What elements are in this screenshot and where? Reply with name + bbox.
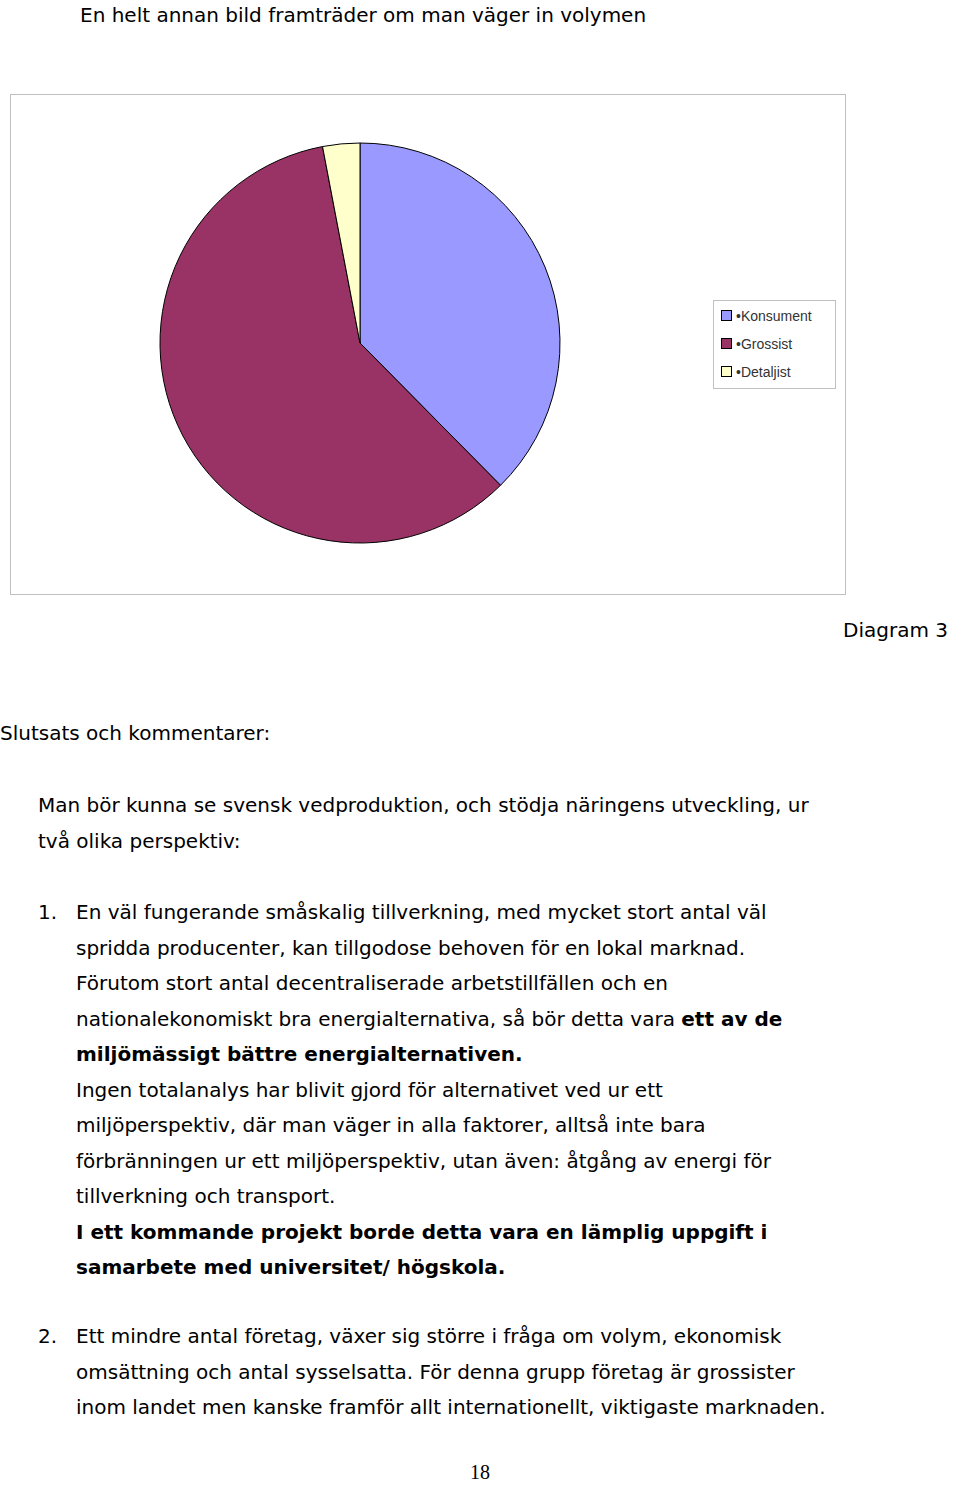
list-number: 2.	[38, 1324, 57, 1348]
text: En väl fungerande småskalig tillverkning…	[76, 900, 767, 924]
legend-label: •Grossist	[736, 336, 792, 352]
text: omsättning och antal sysselsatta. För de…	[76, 1360, 795, 1384]
section-title: Slutsats och kommentarer:	[0, 721, 270, 745]
list-line: Ett mindre antal företag, växer sig stör…	[76, 1324, 781, 1348]
bold-text: miljömässigt bättre energialternativen.	[76, 1042, 523, 1066]
paragraph-line: två olika perspektiv:	[38, 829, 241, 853]
list-line: En väl fungerande småskalig tillverkning…	[76, 900, 767, 924]
text: förbränningen ur ett miljöperspektiv, ut…	[76, 1149, 771, 1173]
list-line: Förutom stort antal decentraliserade arb…	[76, 971, 668, 995]
list-number: 1.	[38, 900, 57, 924]
legend-swatch	[722, 311, 732, 321]
text: Ett mindre antal företag, växer sig stör…	[76, 1324, 781, 1348]
page-number: 18	[470, 1460, 490, 1484]
heading: En helt annan bild framträder om man väg…	[80, 3, 646, 27]
pie-slice	[323, 143, 360, 343]
list-line: samarbete med universitet/ högskola.	[76, 1255, 505, 1279]
bold-text: I ett kommande projekt borde detta vara …	[76, 1220, 767, 1244]
legend-label: •Detaljist	[736, 364, 791, 380]
list-line: miljöperspektiv, där man väger in alla f…	[76, 1113, 706, 1137]
text: inom landet men kanske framför allt inte…	[76, 1395, 826, 1419]
bold-text: ett av de	[681, 1007, 782, 1031]
list-line: inom landet men kanske framför allt inte…	[76, 1395, 826, 1419]
pie	[160, 143, 560, 543]
text: spridda producenter, kan tillgodose beho…	[76, 936, 745, 960]
legend-box	[714, 301, 836, 389]
list-line: nationalekonomiskt bra energialternativa…	[76, 1007, 782, 1031]
bold-text: samarbete med universitet/ högskola.	[76, 1255, 505, 1279]
text: tillverkning och transport.	[76, 1184, 335, 1208]
list-line: spridda producenter, kan tillgodose beho…	[76, 936, 745, 960]
chart-frame	[11, 95, 846, 595]
legend-swatch	[722, 367, 732, 377]
list-line: I ett kommande projekt borde detta vara …	[76, 1220, 767, 1244]
caption: Diagram 3	[843, 618, 948, 642]
text: miljöperspektiv, där man väger in alla f…	[76, 1113, 706, 1137]
paragraph-line: Man bör kunna se svensk vedproduktion, o…	[38, 793, 809, 817]
list-line: tillverkning och transport.	[76, 1184, 335, 1208]
pie-slice	[160, 147, 501, 543]
text: Förutom stort antal decentraliserade arb…	[76, 971, 668, 995]
list-line: omsättning och antal sysselsatta. För de…	[76, 1360, 795, 1384]
legend-swatch	[722, 339, 732, 349]
chart: •Konsument •Grossist •Detaljist	[0, 0, 960, 610]
list-line: Ingen totalanalys har blivit gjord för a…	[76, 1078, 663, 1102]
text: Ingen totalanalys har blivit gjord för a…	[76, 1078, 663, 1102]
legend-label: •Konsument	[736, 308, 812, 324]
list-line: förbränningen ur ett miljöperspektiv, ut…	[76, 1149, 771, 1173]
list-line: miljömässigt bättre energialternativen.	[76, 1042, 523, 1066]
legend: •Konsument •Grossist •Detaljist	[714, 301, 836, 389]
text: nationalekonomiskt bra energialternativa…	[76, 1007, 681, 1031]
